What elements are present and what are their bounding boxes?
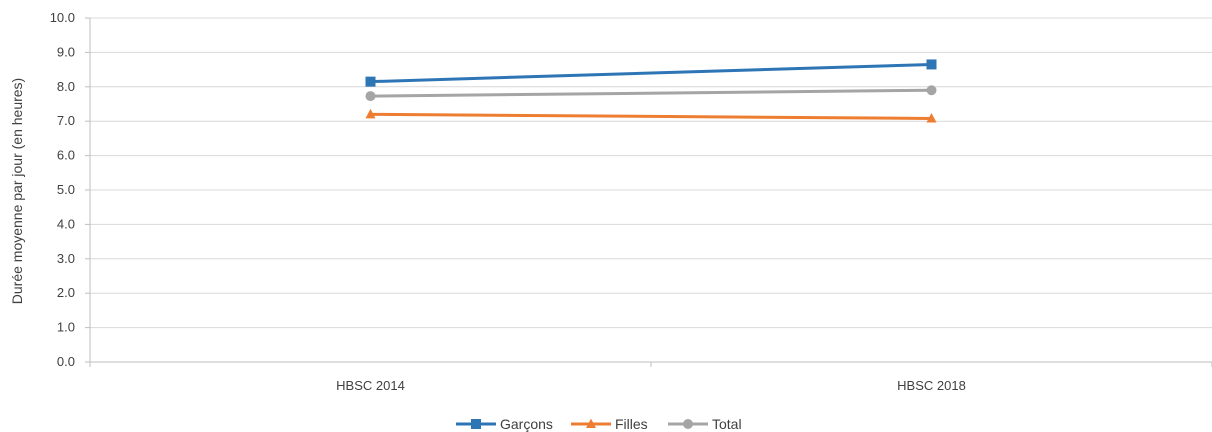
legend-marker bbox=[586, 418, 596, 429]
y-tick-label: 0.0 bbox=[57, 354, 75, 369]
series-line-filles bbox=[370, 112, 932, 120]
y-axis-label: Durée moyenne par jour (en heures) bbox=[9, 78, 25, 304]
data-point-total bbox=[365, 91, 376, 102]
data-point-filles bbox=[926, 113, 937, 123]
legend-label: Garçons bbox=[500, 416, 553, 432]
legend-marker bbox=[471, 419, 481, 429]
legend-marker bbox=[683, 419, 693, 429]
data-point-filles bbox=[365, 108, 376, 119]
legend-item-gar-ons: Garçons bbox=[456, 416, 553, 432]
data-point-gar-ons bbox=[365, 76, 376, 87]
series-line-total bbox=[370, 88, 932, 98]
data-point-gar-ons bbox=[926, 59, 937, 70]
y-tick-label: 6.0 bbox=[57, 148, 75, 163]
y-tick-label: 7.0 bbox=[57, 113, 75, 128]
y-tick-label: 4.0 bbox=[57, 216, 75, 231]
legend-label: Total bbox=[712, 416, 742, 432]
y-tick-label: 2.0 bbox=[57, 285, 75, 300]
legend: Garçons Filles Total bbox=[456, 416, 742, 432]
x-tick-label: HBSC 2014 bbox=[336, 378, 405, 393]
legend-label: Filles bbox=[615, 416, 648, 432]
y-tick-label: 10.0 bbox=[50, 10, 75, 25]
y-tick-label: 8.0 bbox=[57, 79, 75, 94]
axes bbox=[85, 17, 1212, 367]
y-axis-ticks: 0.0 1.0 2.0 3.0 4.0 5.0 6.0 7.0 8.0 9.0 10.0 bbox=[50, 10, 75, 369]
data-point-total bbox=[926, 85, 937, 96]
legend-item-filles: Filles bbox=[571, 416, 648, 432]
series-group bbox=[365, 59, 937, 123]
y-tick-label: 5.0 bbox=[57, 182, 75, 197]
y-tick-label: 9.0 bbox=[57, 44, 75, 59]
y-tick-label: 3.0 bbox=[57, 251, 75, 266]
series-line-gar-ons bbox=[370, 62, 932, 84]
x-axis-ticks: HBSC 2014 HBSC 2018 bbox=[336, 378, 966, 393]
legend-item-total: Total bbox=[668, 416, 742, 432]
gridlines bbox=[90, 17, 1212, 329]
y-tick-label: 1.0 bbox=[57, 320, 75, 335]
x-tick-label: HBSC 2018 bbox=[897, 378, 966, 393]
